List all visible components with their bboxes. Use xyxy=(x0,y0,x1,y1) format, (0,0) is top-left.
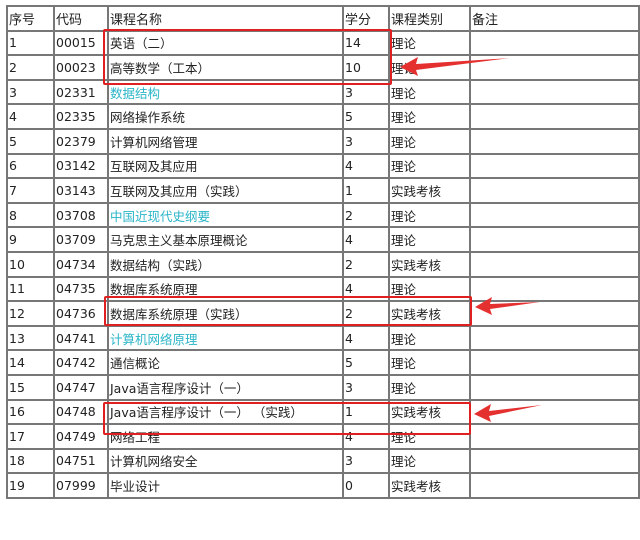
arrow-icon xyxy=(475,297,540,315)
cell-no: 5 xyxy=(6,127,55,155)
cell-code: 04751 xyxy=(53,447,109,475)
cell-code: 00015 xyxy=(53,29,109,57)
table-row: 8 03708 中国近现代史纲要 2 理论 xyxy=(6,201,640,229)
cell-no: 19 xyxy=(6,472,55,499)
table-row: 6 03142 互联网及其应用 4 理论 xyxy=(6,152,640,180)
cell-no: 2 xyxy=(6,54,55,81)
cell-name: 高等数学（工本） xyxy=(107,54,344,81)
cell-credits: 4 xyxy=(342,423,390,450)
cell-name: Java语言程序设计（一） xyxy=(107,373,344,401)
header-no: 序号 xyxy=(6,5,55,32)
cell-credits: 4 xyxy=(342,226,390,253)
cell-type: 实践考核 xyxy=(388,472,471,499)
cell-no: 1 xyxy=(6,29,55,57)
highlight-box-rows-1-2 xyxy=(103,29,392,85)
cell-notes xyxy=(469,226,640,253)
highlight-box-row-11 xyxy=(104,296,472,326)
cell-code: 04747 xyxy=(53,373,109,401)
table-row: 19 07999 毕业设计 0 实践考核 xyxy=(6,472,640,499)
cell-no: 12 xyxy=(6,300,55,327)
cell-name: 毕业设计 xyxy=(107,472,344,499)
cell-credits: 4 xyxy=(342,324,390,352)
table-row: 4 02335 网络操作系统 5 理论 xyxy=(6,103,640,130)
cell-credits: 3 xyxy=(342,127,390,155)
table-row: 15 04747 Java语言程序设计（一） 3 理论 xyxy=(6,373,640,401)
arrow-icon xyxy=(400,57,510,76)
cell-name: 马克思主义基本原理概论 xyxy=(107,226,344,253)
course-table: 序号 代码 课程名称 学分 课程类别 备注 1 00015 英语（二） 14 理论 2 00… xyxy=(6,5,640,499)
cell-type: 理论 xyxy=(388,324,471,352)
cell-code: 04735 xyxy=(53,275,109,303)
cell-name: 计算机网络管理 xyxy=(107,127,344,155)
header-code: 代码 xyxy=(53,5,109,32)
cell-code: 07999 xyxy=(53,472,109,499)
cell-no: 15 xyxy=(6,373,55,401)
cell-credits: 5 xyxy=(342,103,390,130)
cell-credits: 0 xyxy=(342,472,390,499)
table-row: 17 04749 网络工程 4 理论 xyxy=(6,423,640,450)
table-row: 7 03143 互联网及其应用（实践） 1 实践考核 xyxy=(6,177,640,204)
arrow-icon xyxy=(474,404,542,422)
table-row: 18 04751 计算机网络安全 3 理论 xyxy=(6,447,640,475)
course-name-link[interactable]: 中国近现代史纲要 xyxy=(107,201,344,229)
cell-type: 实践考核 xyxy=(388,177,471,204)
cell-credits: 5 xyxy=(342,349,390,376)
cell-type: 实践考核 xyxy=(388,300,471,327)
table-row: 9 03709 马克思主义基本原理概论 4 理论 xyxy=(6,226,640,253)
cell-code: 04749 xyxy=(53,423,109,450)
cell-code: 02335 xyxy=(53,103,109,130)
cell-code: 04748 xyxy=(53,398,109,426)
cell-type: 理论 xyxy=(388,226,471,253)
table-row: 12 04736 数据库系统原理（实践） 2 实践考核 xyxy=(6,300,640,327)
cell-no: 6 xyxy=(6,152,55,180)
cell-no: 14 xyxy=(6,349,55,376)
header-notes: 备注 xyxy=(469,5,640,32)
highlight-box-row-15 xyxy=(103,402,471,435)
cell-notes xyxy=(469,472,640,499)
table-row: 16 04748 Java语言程序设计（一） （实践） 1 实践考核 xyxy=(6,398,640,426)
cell-no: 11 xyxy=(6,275,55,303)
cell-name: 互联网及其应用 xyxy=(107,152,344,180)
cell-no: 10 xyxy=(6,250,55,278)
header-credits: 学分 xyxy=(342,5,390,32)
cell-notes xyxy=(469,373,640,401)
